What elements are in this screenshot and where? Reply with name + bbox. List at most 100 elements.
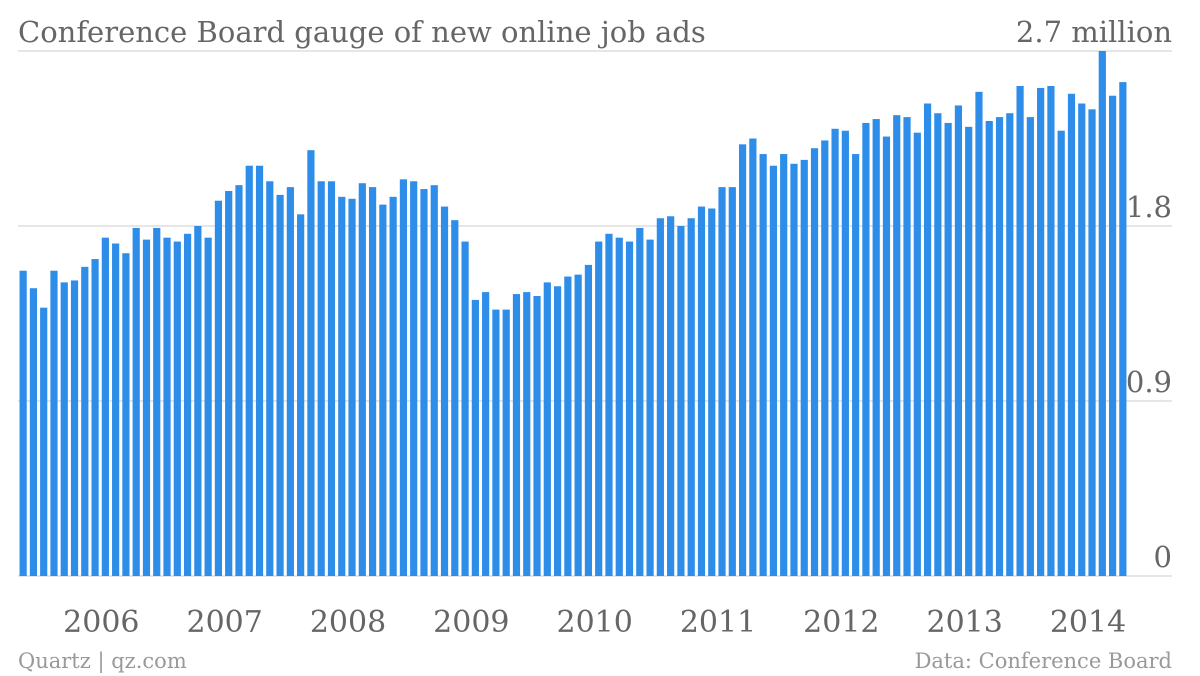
bar (40, 307, 48, 576)
bar (934, 113, 942, 576)
bar (790, 163, 798, 576)
bar (584, 264, 593, 576)
bar (225, 191, 233, 576)
bar (636, 227, 644, 576)
bar (307, 150, 315, 576)
bar (697, 206, 706, 577)
bar (667, 216, 675, 576)
bar (512, 294, 521, 576)
bar (913, 132, 921, 576)
bar (348, 198, 356, 576)
bar (1006, 113, 1014, 576)
bar (204, 237, 212, 576)
bar (19, 270, 27, 576)
credit: Quartz | qz.com (18, 649, 187, 674)
bar (903, 117, 911, 576)
bar (1078, 103, 1086, 576)
chart-title: Conference Board gauge of new online job… (18, 15, 706, 49)
bar (615, 237, 623, 576)
bar (738, 144, 747, 577)
x-tick-label: 2011 (680, 605, 756, 640)
bar (965, 126, 973, 576)
x-tick-label: 2013 (927, 605, 1003, 640)
bar (440, 206, 449, 577)
bar (482, 292, 490, 576)
y-tick-label: 2.7 million (1016, 15, 1172, 49)
bar (183, 233, 192, 576)
bar (29, 288, 38, 576)
bar (995, 117, 1004, 576)
bar (410, 181, 418, 576)
bar (163, 237, 171, 576)
bar (718, 187, 726, 576)
x-tick-label: 2010 (557, 605, 633, 640)
bar (153, 227, 161, 576)
bar (399, 179, 408, 577)
y-tick-label: 1.8 (1126, 190, 1172, 224)
bar (821, 140, 829, 576)
bar (646, 239, 654, 576)
bar (101, 237, 109, 576)
bar (214, 200, 223, 576)
x-tick-label: 2014 (1050, 605, 1126, 640)
bar (327, 181, 336, 576)
bar (595, 241, 603, 577)
bar (50, 270, 58, 576)
bar (358, 183, 366, 576)
bar (923, 103, 932, 576)
bar (379, 204, 387, 576)
bar (1098, 51, 1106, 576)
bar (769, 165, 778, 576)
bar (533, 296, 541, 576)
bar (1037, 87, 1045, 576)
bar (954, 105, 963, 576)
bar (975, 91, 983, 576)
bar (574, 274, 582, 576)
bar (235, 185, 243, 576)
bar (1026, 117, 1034, 576)
bar (872, 119, 880, 577)
bar (338, 196, 346, 577)
bar (841, 130, 849, 576)
x-tick-label: 2008 (310, 605, 386, 640)
bar (893, 115, 901, 577)
bar (286, 187, 294, 576)
bar (1016, 86, 1024, 576)
bar (677, 226, 685, 576)
bar (142, 239, 151, 576)
bar (810, 148, 819, 576)
x-tick-label: 2007 (187, 605, 263, 640)
bar (862, 122, 870, 576)
bar (728, 187, 736, 576)
bar (173, 241, 181, 577)
bar (194, 226, 202, 576)
bar (276, 194, 284, 576)
bar (852, 154, 860, 577)
bar (122, 253, 130, 576)
bar (1108, 95, 1117, 576)
bar (605, 233, 613, 576)
bar (1088, 109, 1096, 576)
bar (625, 241, 634, 577)
bar (780, 154, 788, 577)
bar (297, 214, 305, 577)
bar (944, 122, 952, 576)
x-tick-label: 2006 (63, 605, 139, 640)
bar (564, 276, 572, 576)
bar (656, 218, 664, 576)
y-tick-label: 0 (1154, 540, 1172, 574)
bar (831, 128, 839, 576)
bar (112, 243, 120, 576)
bar (317, 181, 325, 576)
bar (368, 187, 377, 576)
bar (471, 299, 479, 576)
bar (245, 165, 253, 576)
source: Data: Conference Board (915, 649, 1172, 673)
bar (800, 159, 808, 576)
bar (1057, 130, 1065, 576)
bar (749, 138, 757, 576)
bar (502, 309, 510, 576)
bar (70, 280, 79, 576)
y-tick-label: 0.9 (1126, 365, 1172, 399)
